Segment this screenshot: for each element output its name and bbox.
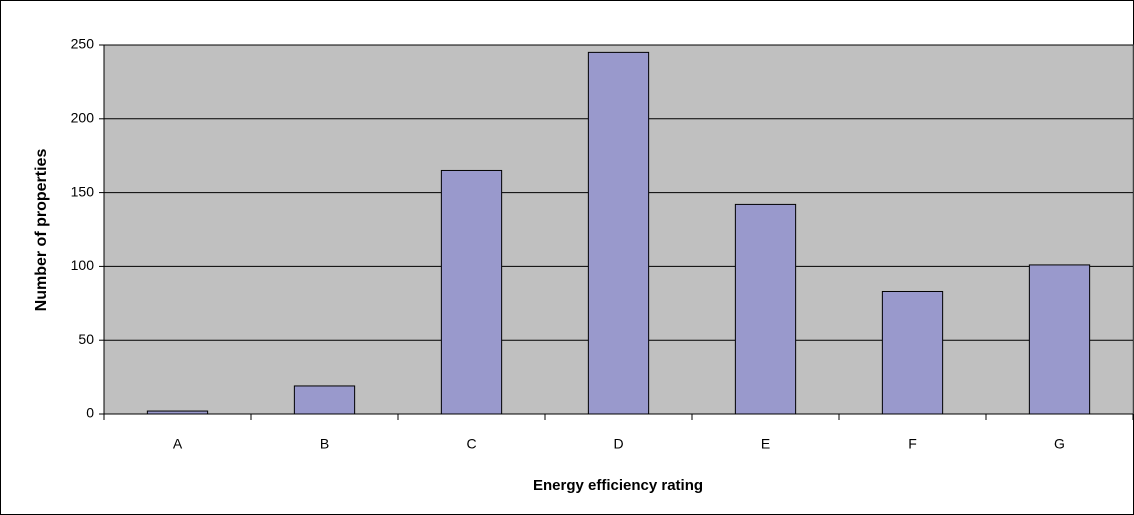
y-axis-label: Number of properties bbox=[33, 149, 50, 312]
x-tick-label: F bbox=[908, 436, 917, 452]
y-tick-label: 150 bbox=[71, 183, 95, 199]
bar bbox=[293, 385, 356, 415]
bar bbox=[881, 290, 944, 415]
bar bbox=[587, 51, 650, 415]
x-tick-label: D bbox=[613, 436, 623, 452]
x-tick-label: A bbox=[173, 436, 183, 452]
y-tick-label: 200 bbox=[71, 110, 95, 126]
bar bbox=[146, 410, 209, 415]
x-axis-label: Energy efficiency rating bbox=[533, 477, 703, 494]
y-tick-label: 250 bbox=[71, 36, 95, 52]
x-tick-label: G bbox=[1054, 436, 1065, 452]
y-tick-label: 0 bbox=[86, 405, 94, 421]
x-tick-label: C bbox=[466, 436, 476, 452]
bar bbox=[1028, 264, 1091, 415]
x-tick-label: E bbox=[761, 436, 770, 452]
y-tick-label: 100 bbox=[71, 257, 95, 273]
x-tick-label: B bbox=[320, 436, 329, 452]
y-tick-label: 50 bbox=[78, 331, 94, 347]
bar bbox=[440, 169, 503, 415]
bar bbox=[734, 203, 797, 415]
